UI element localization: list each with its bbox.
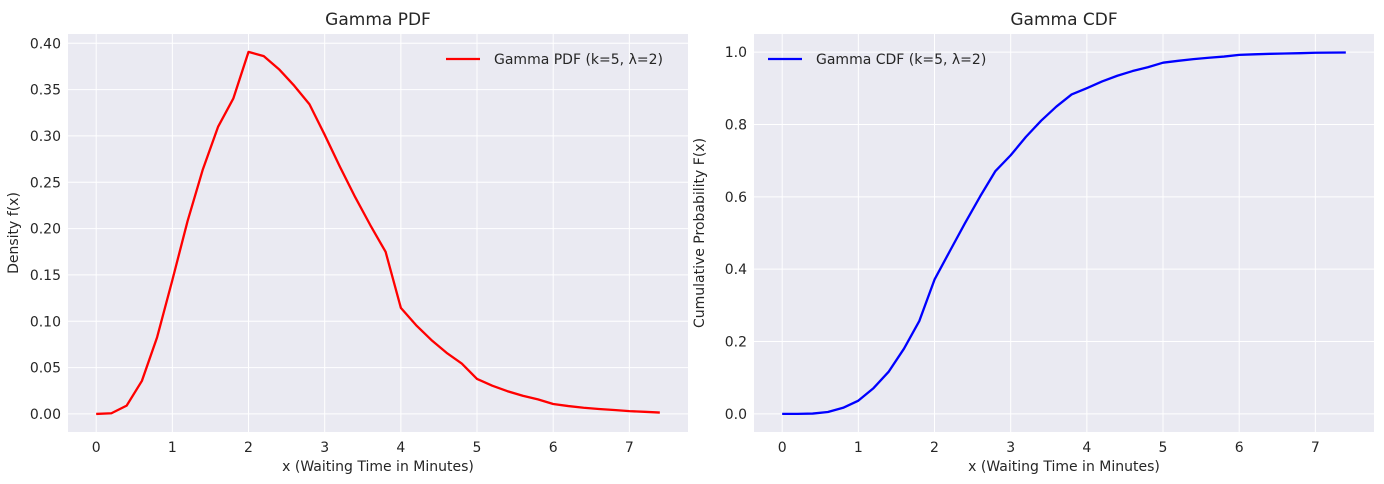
cdf-x-tick-label: 0 (778, 440, 787, 456)
cdf-x-tick-label: 2 (930, 440, 939, 456)
cdf-y-tick-label: 0.8 (725, 117, 747, 133)
pdf-x-axis-label: x (Waiting Time in Minutes) (282, 459, 474, 475)
cdf-series-line (782, 51, 1346, 416)
pdf-y-tick-label: 0.10 (30, 314, 61, 330)
cdf-chart-title: Gamma CDF (1010, 10, 1117, 30)
pdf-y-tick-label: 0.05 (30, 361, 61, 377)
pdf-x-tick-label: 6 (549, 440, 558, 456)
pdf-legend-label: Gamma PDF (k=5, λ=2) (494, 52, 663, 68)
cdf-x-tick-label: 3 (1006, 440, 1015, 456)
pdf-series-line (96, 50, 660, 416)
pdf-chart-title: Gamma PDF (325, 10, 431, 30)
pdf-y-tick-label: 0.20 (30, 222, 61, 238)
cdf-y-tick-label: 0.4 (725, 262, 747, 278)
pdf-x-tick-label: 0 (92, 440, 101, 456)
pdf-y-tick-label: 0.25 (30, 175, 61, 191)
pdf-y-axis-label: Density f(x) (6, 192, 22, 274)
pdf-x-tick-label: 1 (168, 440, 177, 456)
cdf-legend-label: Gamma CDF (k=5, λ=2) (816, 52, 986, 68)
cdf-y-axis-label: Cumulative Probability F(x) (692, 138, 708, 328)
cdf-y-tick-label: 0.0 (725, 407, 747, 423)
cdf-y-tick-label: 0.6 (725, 190, 747, 206)
cdf-plot-area (754, 34, 1374, 432)
cdf-x-tick-label: 5 (1159, 440, 1168, 456)
cdf-x-tick-label: 7 (1311, 440, 1320, 456)
cdf-x-tick-label: 4 (1082, 440, 1091, 456)
pdf-x-tick-label: 2 (244, 440, 253, 456)
cdf-x-tick-label: 6 (1235, 440, 1244, 456)
pdf-y-tick-label: 0.40 (30, 36, 61, 52)
cdf-x-tick-label: 1 (854, 440, 863, 456)
pdf-x-tick-label: 3 (320, 440, 329, 456)
pdf-x-tick-label: 5 (473, 440, 482, 456)
gamma-cdf-chart: 0 1 2 3 4 5 6 7 0.0 0.2 0.4 0.6 0.8 1.0 Gamma CDF x (Wa… (692, 10, 1374, 475)
pdf-y-tick-label: 0.35 (30, 83, 61, 99)
cdf-y-tick-label: 1.0 (725, 45, 747, 61)
pdf-y-tick-label: 0.00 (30, 407, 61, 423)
gamma-pdf-chart: 0 1 2 3 4 5 6 7 0.00 0.05 0.10 0.15 0.20 0.25 0.30 0.35… (6, 10, 688, 475)
pdf-plot-area (68, 34, 688, 432)
pdf-x-tick-label: 7 (625, 440, 634, 456)
pdf-x-tick-label: 4 (396, 440, 405, 456)
pdf-y-tick-label: 0.15 (30, 268, 61, 284)
pdf-y-tick-label: 0.30 (30, 129, 61, 145)
cdf-y-tick-label: 0.2 (725, 335, 747, 351)
cdf-x-axis-label: x (Waiting Time in Minutes) (968, 459, 1160, 475)
